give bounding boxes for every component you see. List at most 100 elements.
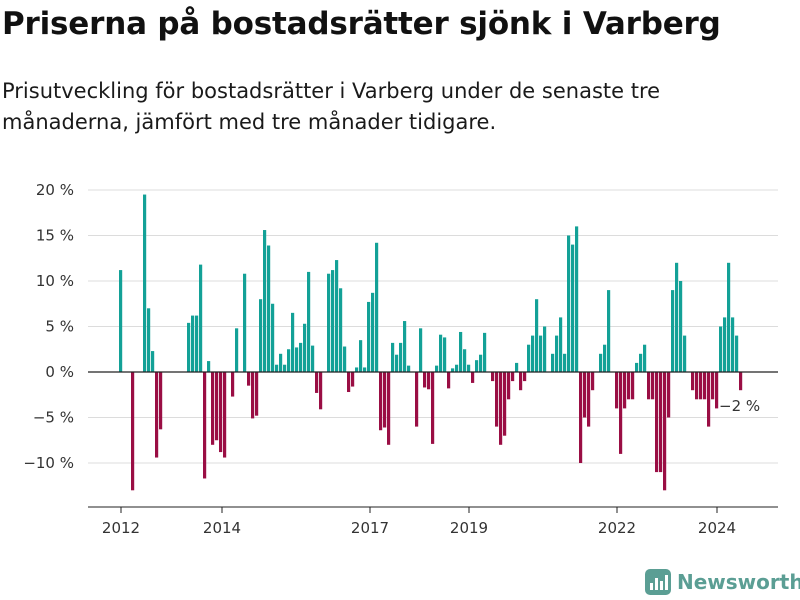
bar xyxy=(647,372,651,400)
bars xyxy=(119,194,743,491)
bar xyxy=(555,335,559,372)
bar xyxy=(431,372,435,444)
bar xyxy=(327,273,331,372)
bar xyxy=(495,372,499,427)
bar xyxy=(511,372,515,382)
axes: 20 % 15 % 10 % 5 % 0 % −5 % −10 % 2012 2014 2017 2… xyxy=(23,181,778,537)
bar xyxy=(243,273,247,372)
bar xyxy=(219,372,223,453)
bar xyxy=(455,364,459,372)
bar xyxy=(255,372,259,416)
bar xyxy=(187,322,191,372)
bar xyxy=(691,372,695,391)
bar xyxy=(363,367,367,372)
bar xyxy=(223,372,227,458)
y-tick-label: 10 % xyxy=(36,272,74,290)
bar xyxy=(527,344,531,372)
bar xyxy=(731,317,735,372)
bar xyxy=(443,337,447,372)
bar xyxy=(119,270,123,372)
bar xyxy=(715,372,719,409)
bar xyxy=(387,372,391,445)
bar xyxy=(335,260,339,372)
brand-name: Newsworthy xyxy=(677,570,800,594)
bar xyxy=(507,372,511,400)
bar xyxy=(191,315,195,372)
bar xyxy=(571,244,575,372)
y-tick-label: 0 % xyxy=(45,363,74,381)
bar xyxy=(599,353,603,372)
bar xyxy=(339,288,343,372)
bar xyxy=(231,372,235,397)
bar xyxy=(451,368,455,372)
bar xyxy=(439,334,443,372)
bar xyxy=(543,326,547,372)
bar xyxy=(271,303,275,372)
bar xyxy=(347,372,351,393)
bar xyxy=(399,342,403,372)
bar xyxy=(251,372,255,419)
bar xyxy=(391,342,395,372)
bar xyxy=(279,353,283,372)
newsworthy-logo-icon xyxy=(645,569,671,595)
bar xyxy=(355,367,359,372)
bar xyxy=(419,328,423,372)
bar xyxy=(415,372,419,427)
bar xyxy=(343,346,347,372)
bar xyxy=(287,349,291,372)
x-tick-label: 2022 xyxy=(598,519,636,537)
bar xyxy=(311,345,315,372)
bar xyxy=(667,372,671,418)
bar xyxy=(259,299,263,372)
bar xyxy=(375,242,379,372)
bar xyxy=(539,335,543,372)
bar xyxy=(315,372,319,393)
bar xyxy=(711,372,715,400)
bar xyxy=(695,372,699,400)
bar xyxy=(367,301,371,372)
bar xyxy=(371,292,375,372)
bar xyxy=(283,364,287,372)
bar xyxy=(643,344,647,372)
x-tick-label: 2017 xyxy=(351,519,389,537)
y-tick-label: −5 % xyxy=(33,409,74,427)
bar xyxy=(551,353,555,372)
bar xyxy=(195,315,199,372)
bar xyxy=(423,372,427,388)
bar xyxy=(559,317,563,372)
bar xyxy=(699,372,703,400)
bar xyxy=(299,342,303,372)
bar xyxy=(131,372,135,491)
bar xyxy=(319,372,323,410)
newsworthy-logo: Newsworthy xyxy=(644,568,800,596)
bar xyxy=(567,235,571,372)
bar xyxy=(735,335,739,372)
bar xyxy=(203,372,207,479)
bar xyxy=(291,312,295,372)
bar xyxy=(723,317,727,372)
bar xyxy=(427,372,431,390)
bar xyxy=(447,372,451,389)
bar xyxy=(671,290,675,372)
bar xyxy=(499,372,503,445)
bar xyxy=(267,245,271,372)
bar xyxy=(147,308,151,372)
bar xyxy=(407,365,411,372)
bar xyxy=(619,372,623,454)
bar xyxy=(515,362,519,372)
bar xyxy=(263,230,267,372)
bar xyxy=(679,281,683,372)
bar xyxy=(631,372,635,400)
x-tick-label: 2014 xyxy=(203,519,241,537)
bar xyxy=(435,365,439,372)
bar xyxy=(479,354,483,372)
x-tick-label: 2024 xyxy=(698,519,736,537)
y-tick-label: −10 % xyxy=(23,454,74,472)
bar xyxy=(607,290,611,372)
bar xyxy=(603,344,607,372)
bar xyxy=(159,372,163,430)
bar xyxy=(471,372,475,383)
bar xyxy=(627,372,631,400)
bar xyxy=(579,372,583,463)
bar xyxy=(703,372,707,400)
